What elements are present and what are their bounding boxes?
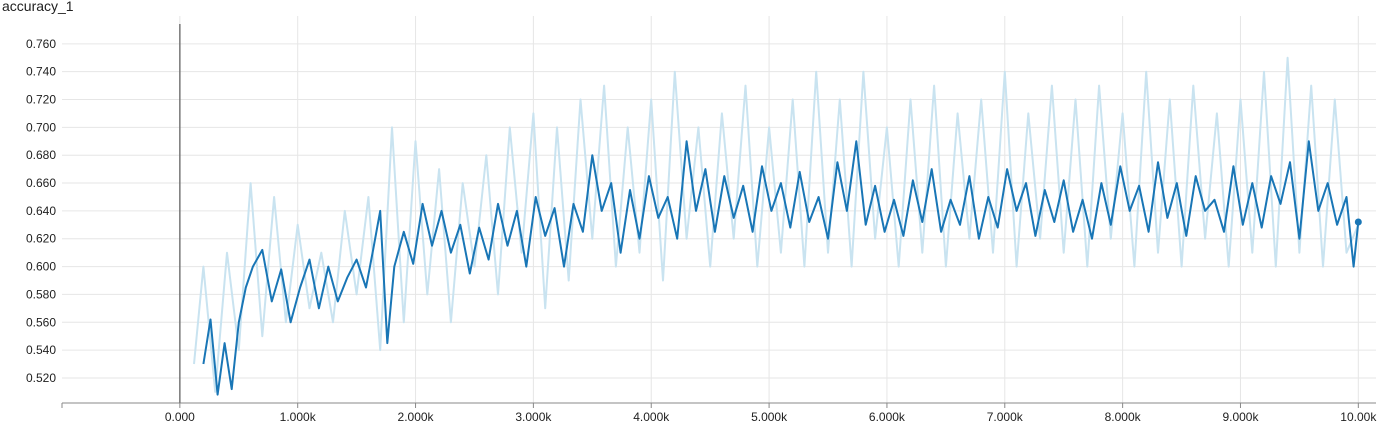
x-tick-label: 5.000k xyxy=(751,410,788,424)
y-tick-label: 0.720 xyxy=(26,93,56,107)
y-tick-label: 0.540 xyxy=(26,343,56,357)
smoothed-series-line xyxy=(202,140,1360,396)
y-tick-label: 0.620 xyxy=(26,232,56,246)
chart-title: accuracy_1 xyxy=(2,0,74,14)
y-tick-label: 0.600 xyxy=(26,260,56,274)
y-tick-labels: 0.520 0.540 0.560 0.580 0.600 0.620 0.640 0.660… xyxy=(26,37,56,385)
y-tick-label: 0.740 xyxy=(26,65,56,79)
y-tick-label: 0.560 xyxy=(26,315,56,329)
axes xyxy=(61,24,1376,408)
y-tick-label: 0.580 xyxy=(26,287,56,301)
x-tick-label: 10.00k xyxy=(1340,410,1377,424)
last-point-marker xyxy=(1354,218,1362,226)
x-tick-label: 0.000 xyxy=(165,410,195,424)
smoothed-series xyxy=(202,140,1362,396)
y-tick-label: 0.640 xyxy=(26,204,56,218)
y-tick-label: 0.700 xyxy=(26,120,56,134)
x-tick-labels: 0.000 1.000k 2.000k 3.000k 4.000k 5.000k 6.000… xyxy=(165,410,1378,424)
x-tick-label: 4.000k xyxy=(633,410,670,424)
x-tick-label: 9.000k xyxy=(1222,410,1259,424)
x-tick-label: 2.000k xyxy=(398,410,435,424)
y-tick-label: 0.680 xyxy=(26,148,56,162)
y-tick-label: 0.520 xyxy=(26,371,56,385)
y-tick-label: 0.660 xyxy=(26,176,56,190)
x-tick-label: 6.000k xyxy=(869,410,906,424)
x-tick-label: 7.000k xyxy=(987,410,1024,424)
x-tick-label: 3.000k xyxy=(515,410,552,424)
x-tick-label: 1.000k xyxy=(280,410,317,424)
y-tick-label: 0.760 xyxy=(26,37,56,51)
raw-series-line xyxy=(193,56,1360,393)
raw-series xyxy=(193,56,1360,393)
x-tick-label: 8.000k xyxy=(1105,410,1142,424)
